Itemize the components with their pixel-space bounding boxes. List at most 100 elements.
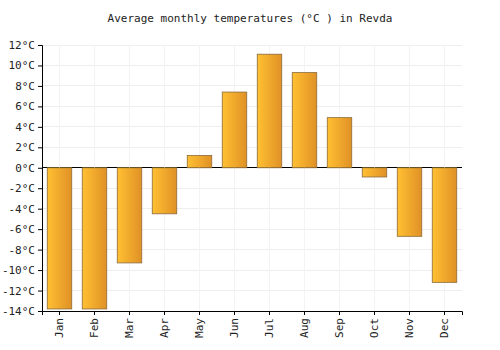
x-tick: Dec [438,311,451,338]
y-tick-label: 4°C [15,121,35,134]
y-tick-mark [38,311,42,312]
y-tick: 4°C [15,121,42,134]
x-tick-label: May [193,318,206,338]
y-tick-label: 12°C [9,39,36,52]
x-tick-mark [199,311,200,315]
bar [292,73,317,168]
bar [327,118,352,168]
bar [257,54,282,168]
bar [82,168,107,309]
x-tick-label: Jan [53,318,66,338]
bar [222,92,247,168]
grid-line [339,45,340,311]
x-tick-label: Apr [158,318,171,338]
x-tick: Oct [368,311,381,338]
y-tick-mark [38,291,42,292]
y-tick-mark [38,168,42,169]
y-tick: 0°C [15,162,42,175]
x-tick-mark [129,311,130,315]
y-axis: -14°C -12°C -10°C -8°C -6°C -4°C -2°C 0°C 2°C 4°C… [2,39,43,318]
bar [152,168,177,214]
y-tick: 6°C [15,100,42,113]
x-tick-mark [444,311,445,315]
grid-line [42,106,462,107]
y-tick: -6°C [9,223,43,236]
y-tick-label: -6°C [9,223,36,236]
y-tick: 12°C [9,39,43,52]
grid-line [42,147,462,148]
grid-line [42,45,462,46]
y-axis-line [38,46,43,312]
x-tick-mark [234,311,235,315]
y-tick: -8°C [9,244,43,257]
y-tick-mark [38,106,42,107]
y-tick-label: 8°C [15,80,35,93]
x-tick-mark [409,311,410,315]
y-tick-mark [38,147,42,148]
bars [47,54,457,309]
y-tick-label: 2°C [15,141,35,154]
title: Average monthly temperatures (°C ) in Re… [108,12,393,25]
grid-line [42,85,462,86]
x-tick: May [193,311,206,338]
x-tick-mark [339,311,340,315]
x-tick: Jun [228,311,241,338]
plot: -14°C -12°C -10°C -8°C -6°C -4°C -2°C 0°C 2°C 4°C… [2,39,463,338]
y-tick-label: -14°C [2,305,35,318]
bar [117,168,142,263]
y-tick-label: -2°C [9,182,36,195]
grid [42,45,462,311]
y-tick-label: 10°C [9,59,36,72]
x-tick-mark [374,311,375,315]
y-tick-mark [38,127,42,128]
x-tick-label: Aug [298,318,311,338]
y-tick-mark [38,250,42,251]
x-axis-line [43,312,463,316]
x-tick-label: Mar [123,318,136,338]
grid-line [234,45,235,311]
x-tick-label: Dec [438,318,451,338]
y-tick-label: -4°C [9,203,36,216]
y-tick: 8°C [15,80,42,93]
y-tick: -12°C [2,285,42,298]
y-tick-label: 6°C [15,100,35,113]
y-tick-label: -12°C [2,285,35,298]
y-tick-mark [38,45,42,46]
y-tick-mark [38,86,42,87]
bar [397,168,422,237]
y-tick: -10°C [2,264,42,277]
y-tick: -4°C [9,203,43,216]
x-tick: Feb [88,311,101,338]
x-axis: Jan Feb Mar Apr May Jun Jul Aug Sep Oct Nov Dec [43,311,463,338]
grid-line [42,126,462,127]
x-tick: Nov [403,311,416,338]
y-tick-label: -10°C [2,264,35,277]
x-tick-mark [269,311,270,315]
x-tick: Jul [263,311,276,338]
grid-line [374,45,375,311]
x-tick-label: Feb [88,318,101,338]
grid-line [199,45,200,311]
y-tick-mark [38,270,42,271]
y-tick-label: -8°C [9,244,36,257]
bar [47,168,72,309]
bar [362,168,387,177]
x-tick-mark [94,311,95,315]
y-tick: -14°C [2,305,42,318]
bar [432,168,457,283]
x-tick-label: Nov [403,318,416,338]
x-tick: Jan [53,311,66,338]
x-tick-label: Oct [368,318,381,338]
y-tick: -2°C [9,182,43,195]
y-tick-mark [38,209,42,210]
x-tick-label: Sep [333,318,346,338]
x-tick-mark [304,311,305,315]
y-tick-mark [38,188,42,189]
y-tick: 2°C [15,141,42,154]
y-tick: 10°C [9,59,43,72]
x-tick: Sep [333,311,346,338]
chart: -14°C -12°C -10°C -8°C -6°C -4°C -2°C 0°C 2°C 4°C… [0,0,500,350]
y-tick-mark [38,65,42,66]
x-tick-label: Jun [228,318,241,338]
y-tick-mark [38,229,42,230]
